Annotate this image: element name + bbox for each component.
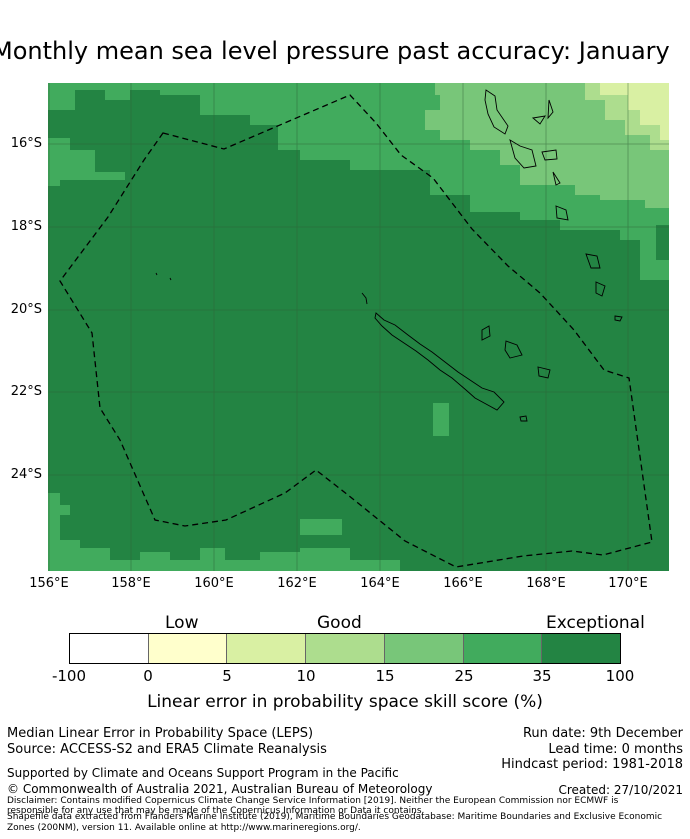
vanuatu-islands <box>484 89 623 322</box>
colorbar-tick: 15 <box>375 667 395 685</box>
created-text: Created: 27/10/2021 <box>558 783 683 797</box>
coastlines <box>155 89 623 422</box>
skill-5-10-region <box>600 83 669 140</box>
lat-label: 18°S <box>10 219 42 234</box>
colorbar-tick: -100 <box>51 667 87 685</box>
run-date-text: Run date: 9th December <box>522 726 683 741</box>
lon-label: 164°E <box>360 576 400 591</box>
shapefile-line-1: Shapefile data extracted from Flanders M… <box>7 812 663 822</box>
disclaimer-line-1: Disclaimer: Contains modified Copernicus… <box>7 796 619 806</box>
lead-time-text: Lead time: 0 months <box>548 742 683 757</box>
lon-label: 170°E <box>608 576 648 591</box>
lat-label: 16°S <box>10 136 42 151</box>
lon-label: 168°E <box>526 576 566 591</box>
colorbar-tick: 35 <box>532 667 552 685</box>
graticule <box>48 83 669 571</box>
lat-label: 22°S <box>10 384 42 399</box>
colorbar-segment <box>463 634 543 663</box>
chesterfield-islets <box>155 272 368 305</box>
legend-category-exceptional: Exceptional <box>546 613 645 633</box>
colorbar-segment <box>542 634 621 663</box>
colorbar-segment <box>70 634 149 663</box>
colorbar-tick: 25 <box>454 667 474 685</box>
lon-label: 166°E <box>443 576 483 591</box>
colorbar-tick: 100 <box>605 667 635 685</box>
colorbar <box>69 633 621 664</box>
copyright-text: © Commonwealth of Australia 2021, Austra… <box>7 782 433 796</box>
lat-label: 24°S <box>10 467 42 482</box>
new-caledonia-coast <box>374 312 505 411</box>
colorbar-tick: 5 <box>222 667 232 685</box>
colorbar-segment <box>227 634 307 663</box>
disclaimer-line-2: responsible for any use that may be made… <box>7 806 425 816</box>
skill-map <box>48 83 669 571</box>
lon-label: 158°E <box>111 576 151 591</box>
lon-label: 160°E <box>194 576 234 591</box>
legend-category-low: Low <box>165 613 199 633</box>
loyalty-islands <box>481 325 551 422</box>
lat-label: 20°S <box>10 302 42 317</box>
colorbar-segment <box>384 634 464 663</box>
colorbar-tick: 10 <box>296 667 316 685</box>
colorbar-segment <box>148 634 228 663</box>
lon-label: 156°E <box>29 576 69 591</box>
skill-patches <box>48 83 669 571</box>
colorbar-label: Linear error in probability space skill … <box>147 692 543 712</box>
chart-title: Monthly mean sea level pressure past acc… <box>0 37 670 65</box>
colorbar-segment <box>306 634 385 663</box>
colorbar-tick: 0 <box>143 667 153 685</box>
lon-label: 162°E <box>277 576 317 591</box>
metric-text: Median Linear Error in Probability Space… <box>7 726 314 741</box>
legend-category-good: Good <box>317 613 362 633</box>
shapefile-line-2: Zones (200NM), version 11. Available onl… <box>7 823 361 833</box>
support-text: Supported by Climate and Oceans Support … <box>7 766 399 780</box>
source-text: Source: ACCESS-S2 and ERA5 Climate Reana… <box>7 742 327 757</box>
hindcast-text: Hindcast period: 1981-2018 <box>501 757 683 772</box>
